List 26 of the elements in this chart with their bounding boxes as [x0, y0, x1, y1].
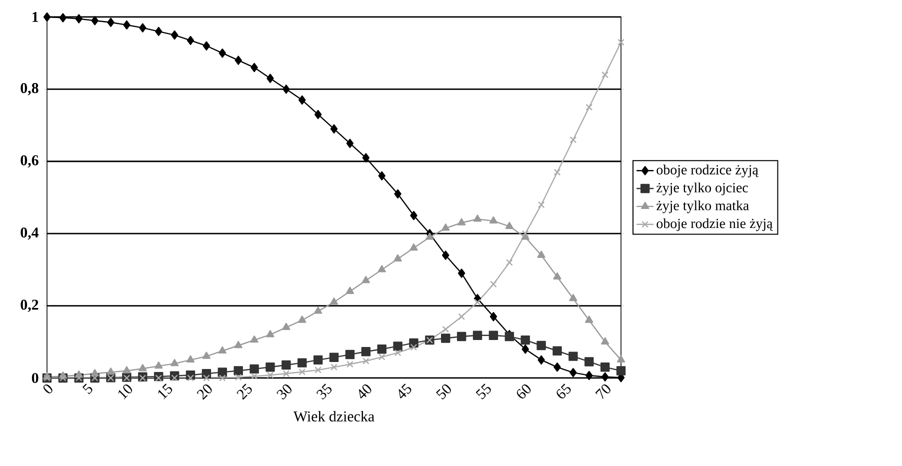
x-tick-label: 10	[118, 384, 132, 400]
y-tick-label: 0,8	[20, 83, 38, 96]
y-tick-label: 0,4	[20, 227, 39, 240]
x-tick-label: 70	[595, 384, 610, 400]
x-tick-label: 0	[44, 384, 52, 394]
x-tick-label: 5	[82, 384, 92, 394]
x-tick-label: 30	[276, 384, 292, 400]
y-tick-label: 0	[32, 372, 38, 384]
x-tick-label: 20	[196, 384, 212, 400]
x-tick-label: 15	[158, 384, 172, 400]
legend-label: żyje tylko matka	[656, 200, 749, 214]
x-tick-label: 65	[556, 384, 571, 398]
x-tick-label: 60	[516, 384, 531, 398]
x-tick-label: 50	[436, 384, 451, 400]
y-tick-label: 0,6	[20, 155, 38, 168]
x-tick-label: 25	[236, 384, 252, 400]
x-tick-label: 45	[398, 384, 412, 398]
y-tick-label: 1	[32, 12, 38, 22]
legend-label: oboje rodzice żyją	[656, 164, 759, 178]
y-tick-label: 0,2	[20, 300, 38, 312]
x-tick-label: 35	[316, 384, 332, 400]
x-tick-label: 55	[476, 384, 491, 400]
x-tick-label: 40	[358, 384, 372, 399]
legend-label: oboje rodzie nie żyją	[656, 218, 773, 232]
legend-label: żyje tylko ojciec	[656, 182, 748, 196]
x-axis-title: Wiek dziecka	[293, 410, 374, 422]
